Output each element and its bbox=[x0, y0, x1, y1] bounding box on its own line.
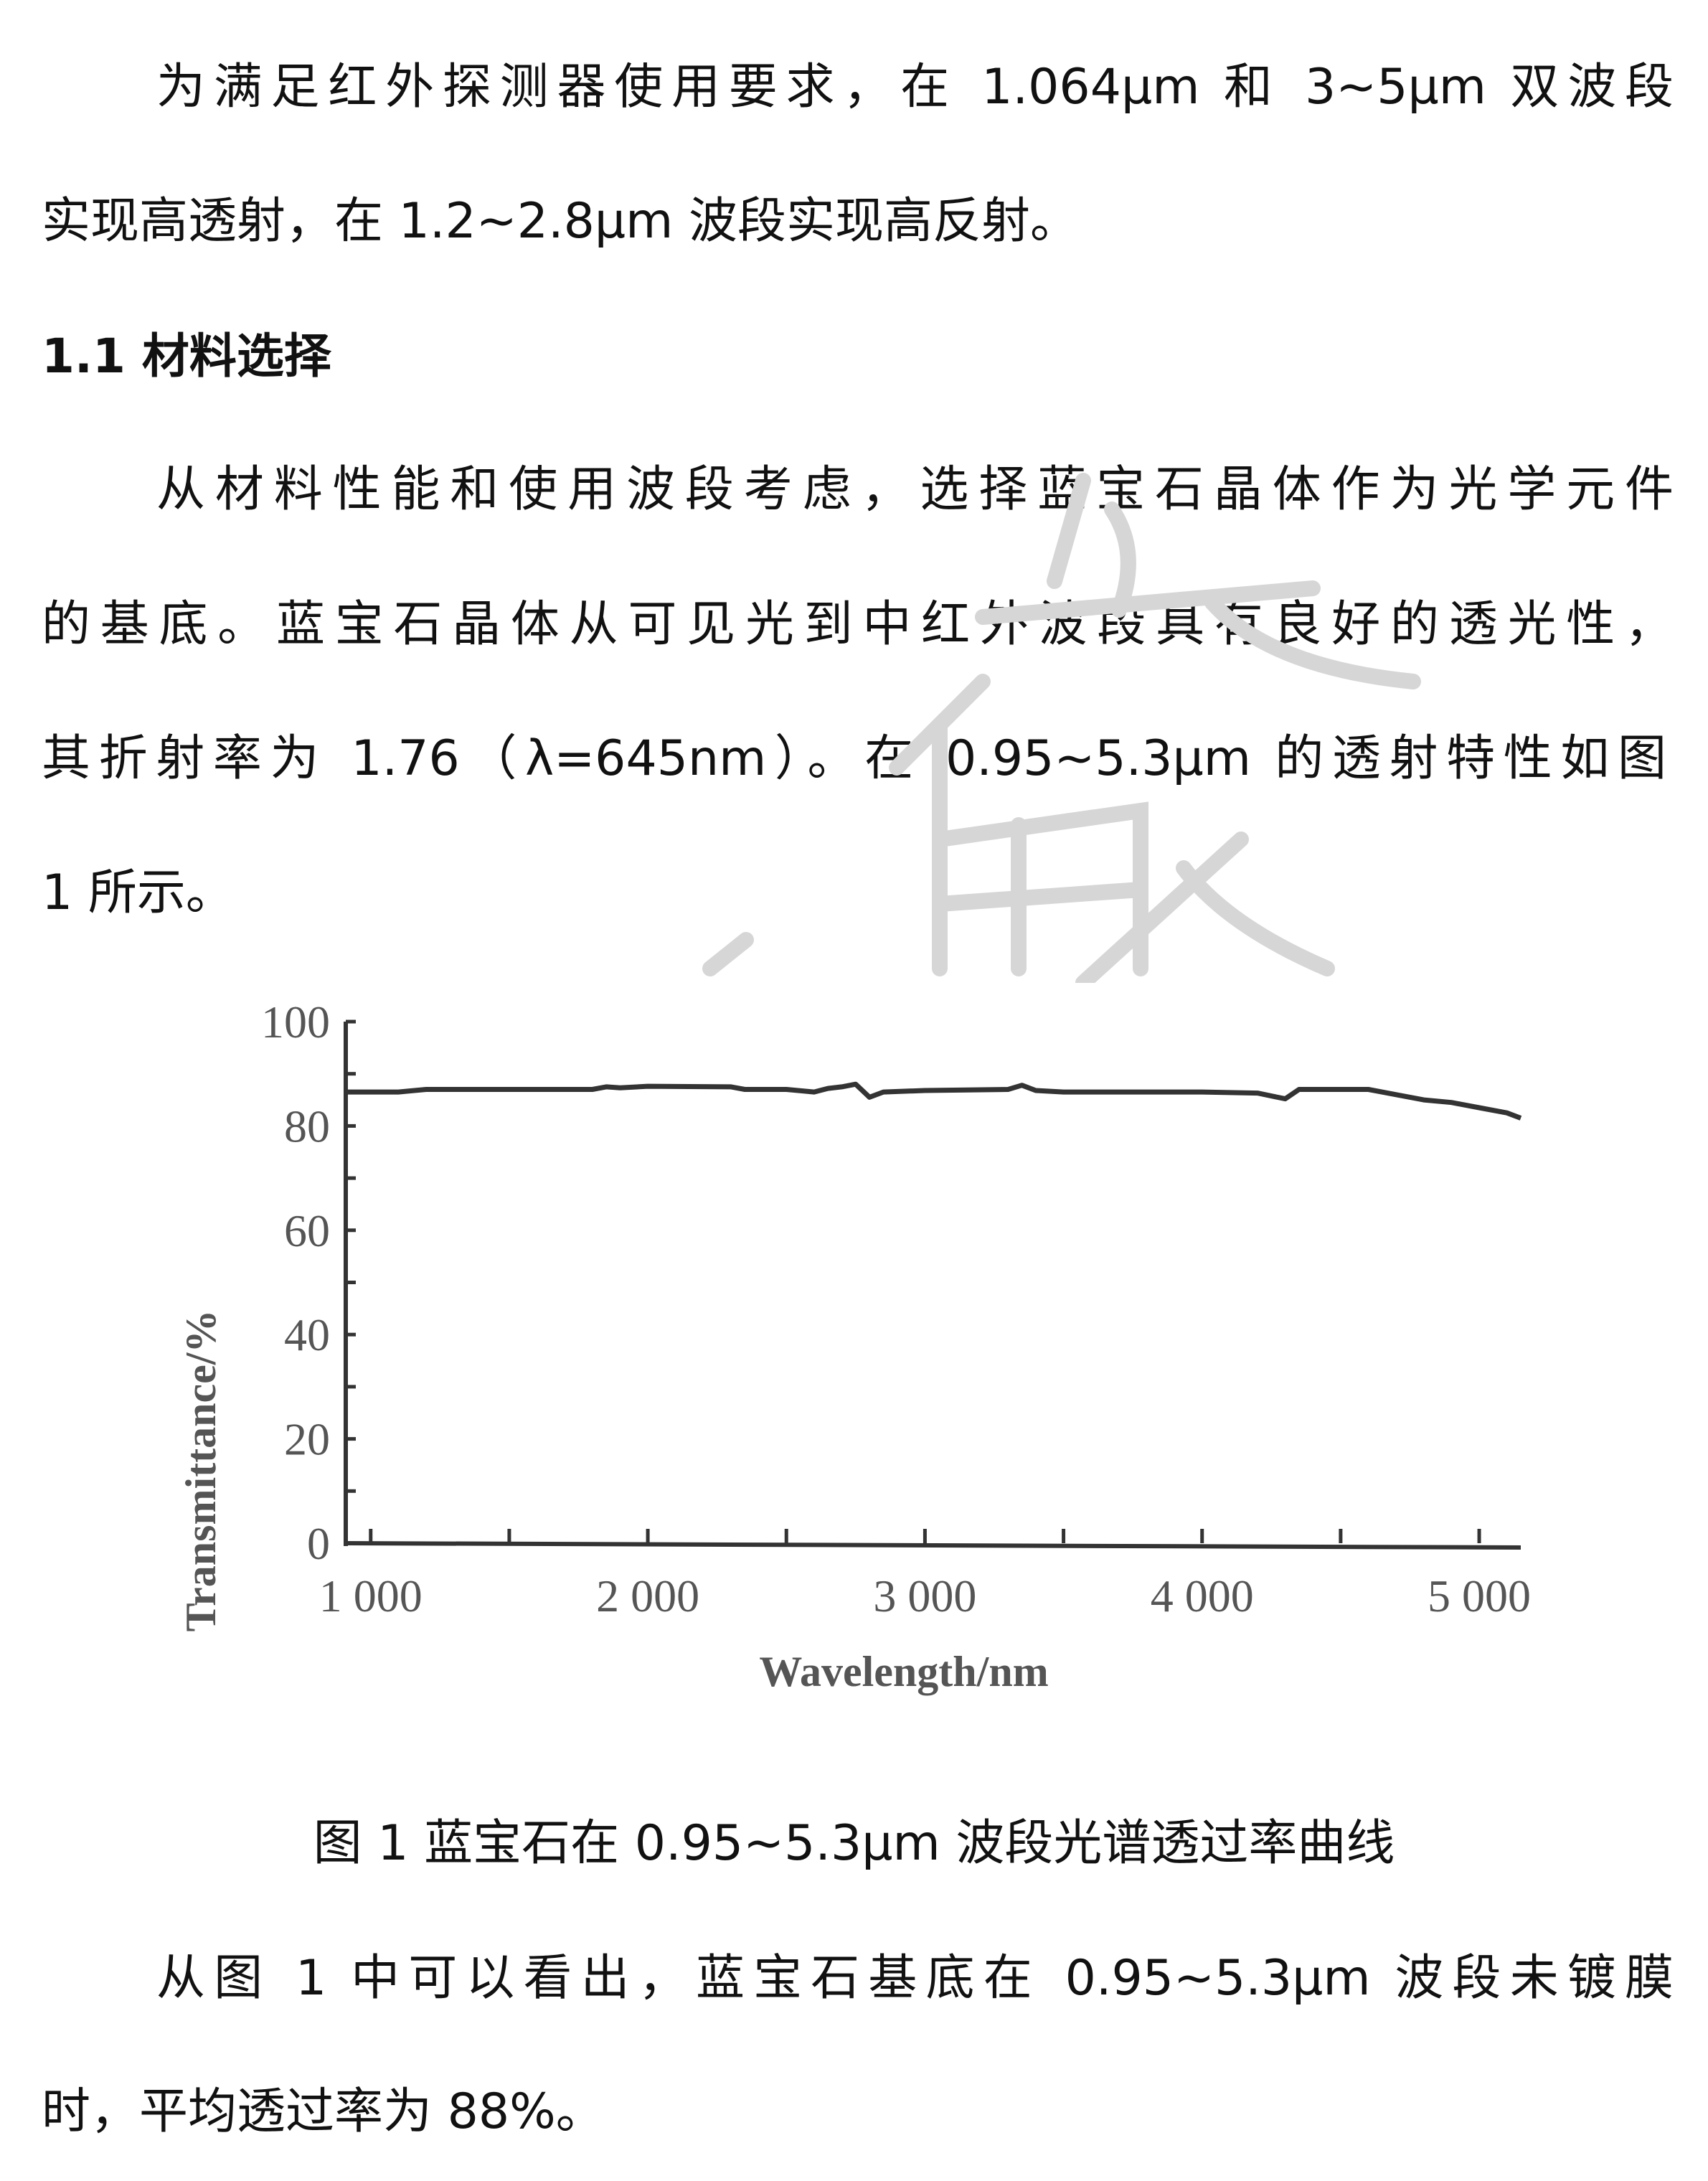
text-line: 时，平均透过率为 88%。 bbox=[42, 2083, 605, 2140]
y-tick-label: 20 bbox=[284, 1414, 330, 1465]
text-line: 从图 1 中可以看出，蓝宝石基底在 0.95~5.3μm 波段未镀膜 bbox=[156, 1950, 1674, 2007]
x-axis-label: Wavelength/nm bbox=[759, 1648, 1048, 1695]
x-axis bbox=[345, 1541, 1521, 1550]
text-line: 为满足红外探测器使用要求，在 1.064μm 和 3~5μm 双波段 bbox=[156, 59, 1674, 116]
y-axis-label: Transmittance/% bbox=[177, 1310, 225, 1632]
x-tick-label: 4 000 bbox=[1151, 1570, 1254, 1621]
y-tick-label: 0 bbox=[307, 1518, 330, 1569]
transmittance-chart: 1 000 2 000 3 000 4 000 5 000 0 20 40 60 80 100 W… bbox=[177, 997, 1531, 1695]
chart-axes bbox=[344, 1019, 1521, 1550]
text-line: 的基底。蓝宝石晶体从可见光到中红外波段具有良好的透光性， bbox=[42, 596, 1674, 653]
y-tick-label: 60 bbox=[284, 1205, 330, 1256]
series-line bbox=[346, 1081, 1522, 1121]
watermark bbox=[702, 473, 1421, 983]
x-tick-label: 5 000 bbox=[1428, 1570, 1531, 1621]
text-line: 1 所示。 bbox=[42, 865, 235, 921]
y-tick-label: 80 bbox=[284, 1101, 330, 1151]
y-tick-label: 40 bbox=[284, 1309, 330, 1360]
y-tick-label: 100 bbox=[261, 997, 330, 1047]
x-tick-label: 1 000 bbox=[319, 1570, 423, 1621]
text-line: 从材料性能和使用波段考虑，选择蓝宝石晶体作为光学元件 bbox=[156, 461, 1674, 518]
text-line: 实现高透射，在 1.2~2.8μm 波段实现高反射。 bbox=[42, 193, 1079, 250]
text-line: 其折射率为 1.76（λ=645nm）。在 0.95~5.3μm 的透射特性如图 bbox=[42, 730, 1666, 787]
section-heading: 1.1 材料选择 bbox=[42, 329, 331, 384]
x-tick-label: 2 000 bbox=[596, 1570, 699, 1621]
x-tick-label: 3 000 bbox=[873, 1570, 976, 1621]
figure-caption: 图 1 蓝宝石在 0.95~5.3μm 波段光谱透过率曲线 bbox=[313, 1815, 1395, 1872]
